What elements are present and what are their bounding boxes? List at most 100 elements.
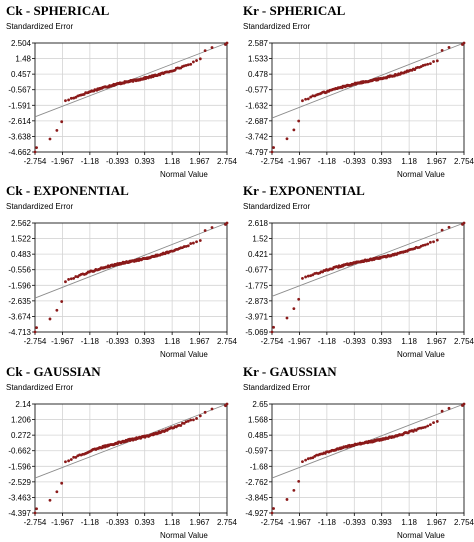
y-tick-label: -3.971	[245, 312, 268, 321]
x-tick-label: 0.393	[372, 518, 393, 527]
data-point	[55, 490, 59, 494]
data-point	[311, 456, 315, 460]
data-point	[210, 226, 214, 229]
y-tick-label: 1.52	[252, 235, 268, 244]
data-point	[184, 244, 188, 248]
data-point	[301, 277, 304, 280]
data-point	[189, 62, 193, 66]
x-tick-label: -1.18	[318, 337, 337, 346]
data-point	[306, 274, 310, 278]
data-point	[198, 239, 202, 242]
data-point	[429, 62, 432, 65]
data-point	[74, 455, 78, 459]
y-tick-label: -0.556	[8, 266, 31, 275]
y-tick-label: -0.577	[245, 86, 268, 95]
data-point	[426, 62, 430, 66]
x-tick-label: -1.18	[318, 157, 337, 166]
y-tick-label: -2.635	[8, 297, 31, 306]
data-point	[426, 242, 430, 246]
x-tick-label: 2.754	[454, 518, 474, 527]
data-point	[72, 277, 76, 280]
x-axis-label: Normal Value	[160, 170, 208, 179]
x-tick-label: 0.393	[372, 157, 393, 166]
x-tick-label: 1.18	[164, 157, 180, 166]
y-tick-label: -3.845	[245, 493, 268, 502]
y-tick-label: -4.797	[245, 148, 268, 157]
x-tick-label: 2.754	[454, 337, 474, 346]
data-point	[195, 417, 198, 420]
data-point	[447, 225, 451, 229]
x-tick-label: -1.967	[288, 518, 311, 527]
data-point	[304, 458, 307, 462]
x-tick-label: 1.967	[190, 337, 211, 346]
x-axis-label: Normal Value	[397, 531, 445, 540]
data-point	[60, 120, 64, 124]
y-tick-label: -1.591	[8, 101, 31, 110]
y-tick-label: -3.638	[8, 132, 31, 141]
x-tick-label: -2.754	[24, 518, 47, 527]
y-tick-label: -0.567	[8, 86, 31, 95]
data-point	[67, 98, 70, 102]
data-point	[33, 150, 37, 154]
y-tick-label: 1.533	[248, 55, 269, 64]
data-point	[195, 59, 198, 62]
data-point	[55, 128, 59, 132]
data-point	[67, 278, 70, 281]
data-point	[272, 507, 275, 510]
data-point	[33, 511, 37, 515]
y-tick-label: 2.504	[11, 39, 32, 48]
data-point	[306, 457, 310, 461]
y-tick-label: 2.562	[11, 219, 32, 228]
x-tick-label: -2.754	[261, 337, 284, 346]
x-tick-label: -2.754	[24, 337, 47, 346]
data-point	[426, 424, 430, 428]
data-point	[270, 330, 274, 334]
data-point	[60, 300, 64, 303]
y-tick-label: 2.587	[248, 39, 269, 48]
y-tick-label: -0.677	[245, 266, 268, 275]
y-tick-label: -0.597	[245, 447, 268, 456]
data-point	[72, 455, 76, 459]
x-tick-label: 0.393	[372, 337, 393, 346]
data-point	[48, 498, 52, 502]
x-tick-label: -0.393	[106, 518, 129, 527]
data-point	[462, 402, 466, 406]
data-point	[272, 146, 275, 149]
y-axis-label: Standardized Error	[6, 22, 74, 31]
data-point	[297, 297, 301, 301]
data-point	[179, 424, 183, 427]
y-tick-label: -4.397	[8, 509, 31, 518]
y-tick-label: 0.457	[11, 70, 32, 79]
plot-frame	[271, 403, 465, 514]
data-point	[225, 221, 229, 225]
data-point	[192, 418, 195, 422]
x-tick-label: 1.18	[164, 518, 180, 527]
data-point	[301, 460, 304, 464]
x-tick-label: 2.754	[217, 337, 238, 346]
data-point	[292, 307, 296, 311]
data-point	[309, 456, 313, 460]
data-point	[462, 221, 466, 225]
data-point	[270, 150, 274, 154]
data-point	[69, 96, 73, 100]
plot-area: 2.562 1.522 0.483 -0.556 -1.596 -2.635 -3.674 -…	[8, 219, 238, 346]
chart-panel: Ck - SPHERICAL Standardized Error Normal V…	[0, 0, 238, 180]
data-point	[55, 308, 59, 312]
x-tick-label: 2.754	[217, 157, 238, 166]
y-tick-label: -3.463	[8, 493, 31, 502]
data-point	[435, 238, 439, 242]
y-tick-label: -1.775	[245, 281, 268, 290]
data-point	[423, 425, 427, 429]
data-point	[192, 241, 195, 245]
plot-frame	[34, 403, 228, 514]
data-point	[301, 99, 304, 103]
y-axis-label: Standardized Error	[243, 202, 311, 211]
x-tick-label: -1.18	[81, 518, 100, 527]
plot-frame	[34, 42, 228, 153]
data-point	[210, 407, 214, 411]
chart-title: Ck - GAUSSIAN	[6, 364, 101, 379]
data-point	[69, 277, 73, 281]
data-point	[285, 316, 289, 320]
y-tick-label: -2.687	[245, 117, 268, 126]
y-tick-label: 1.206	[11, 416, 32, 425]
